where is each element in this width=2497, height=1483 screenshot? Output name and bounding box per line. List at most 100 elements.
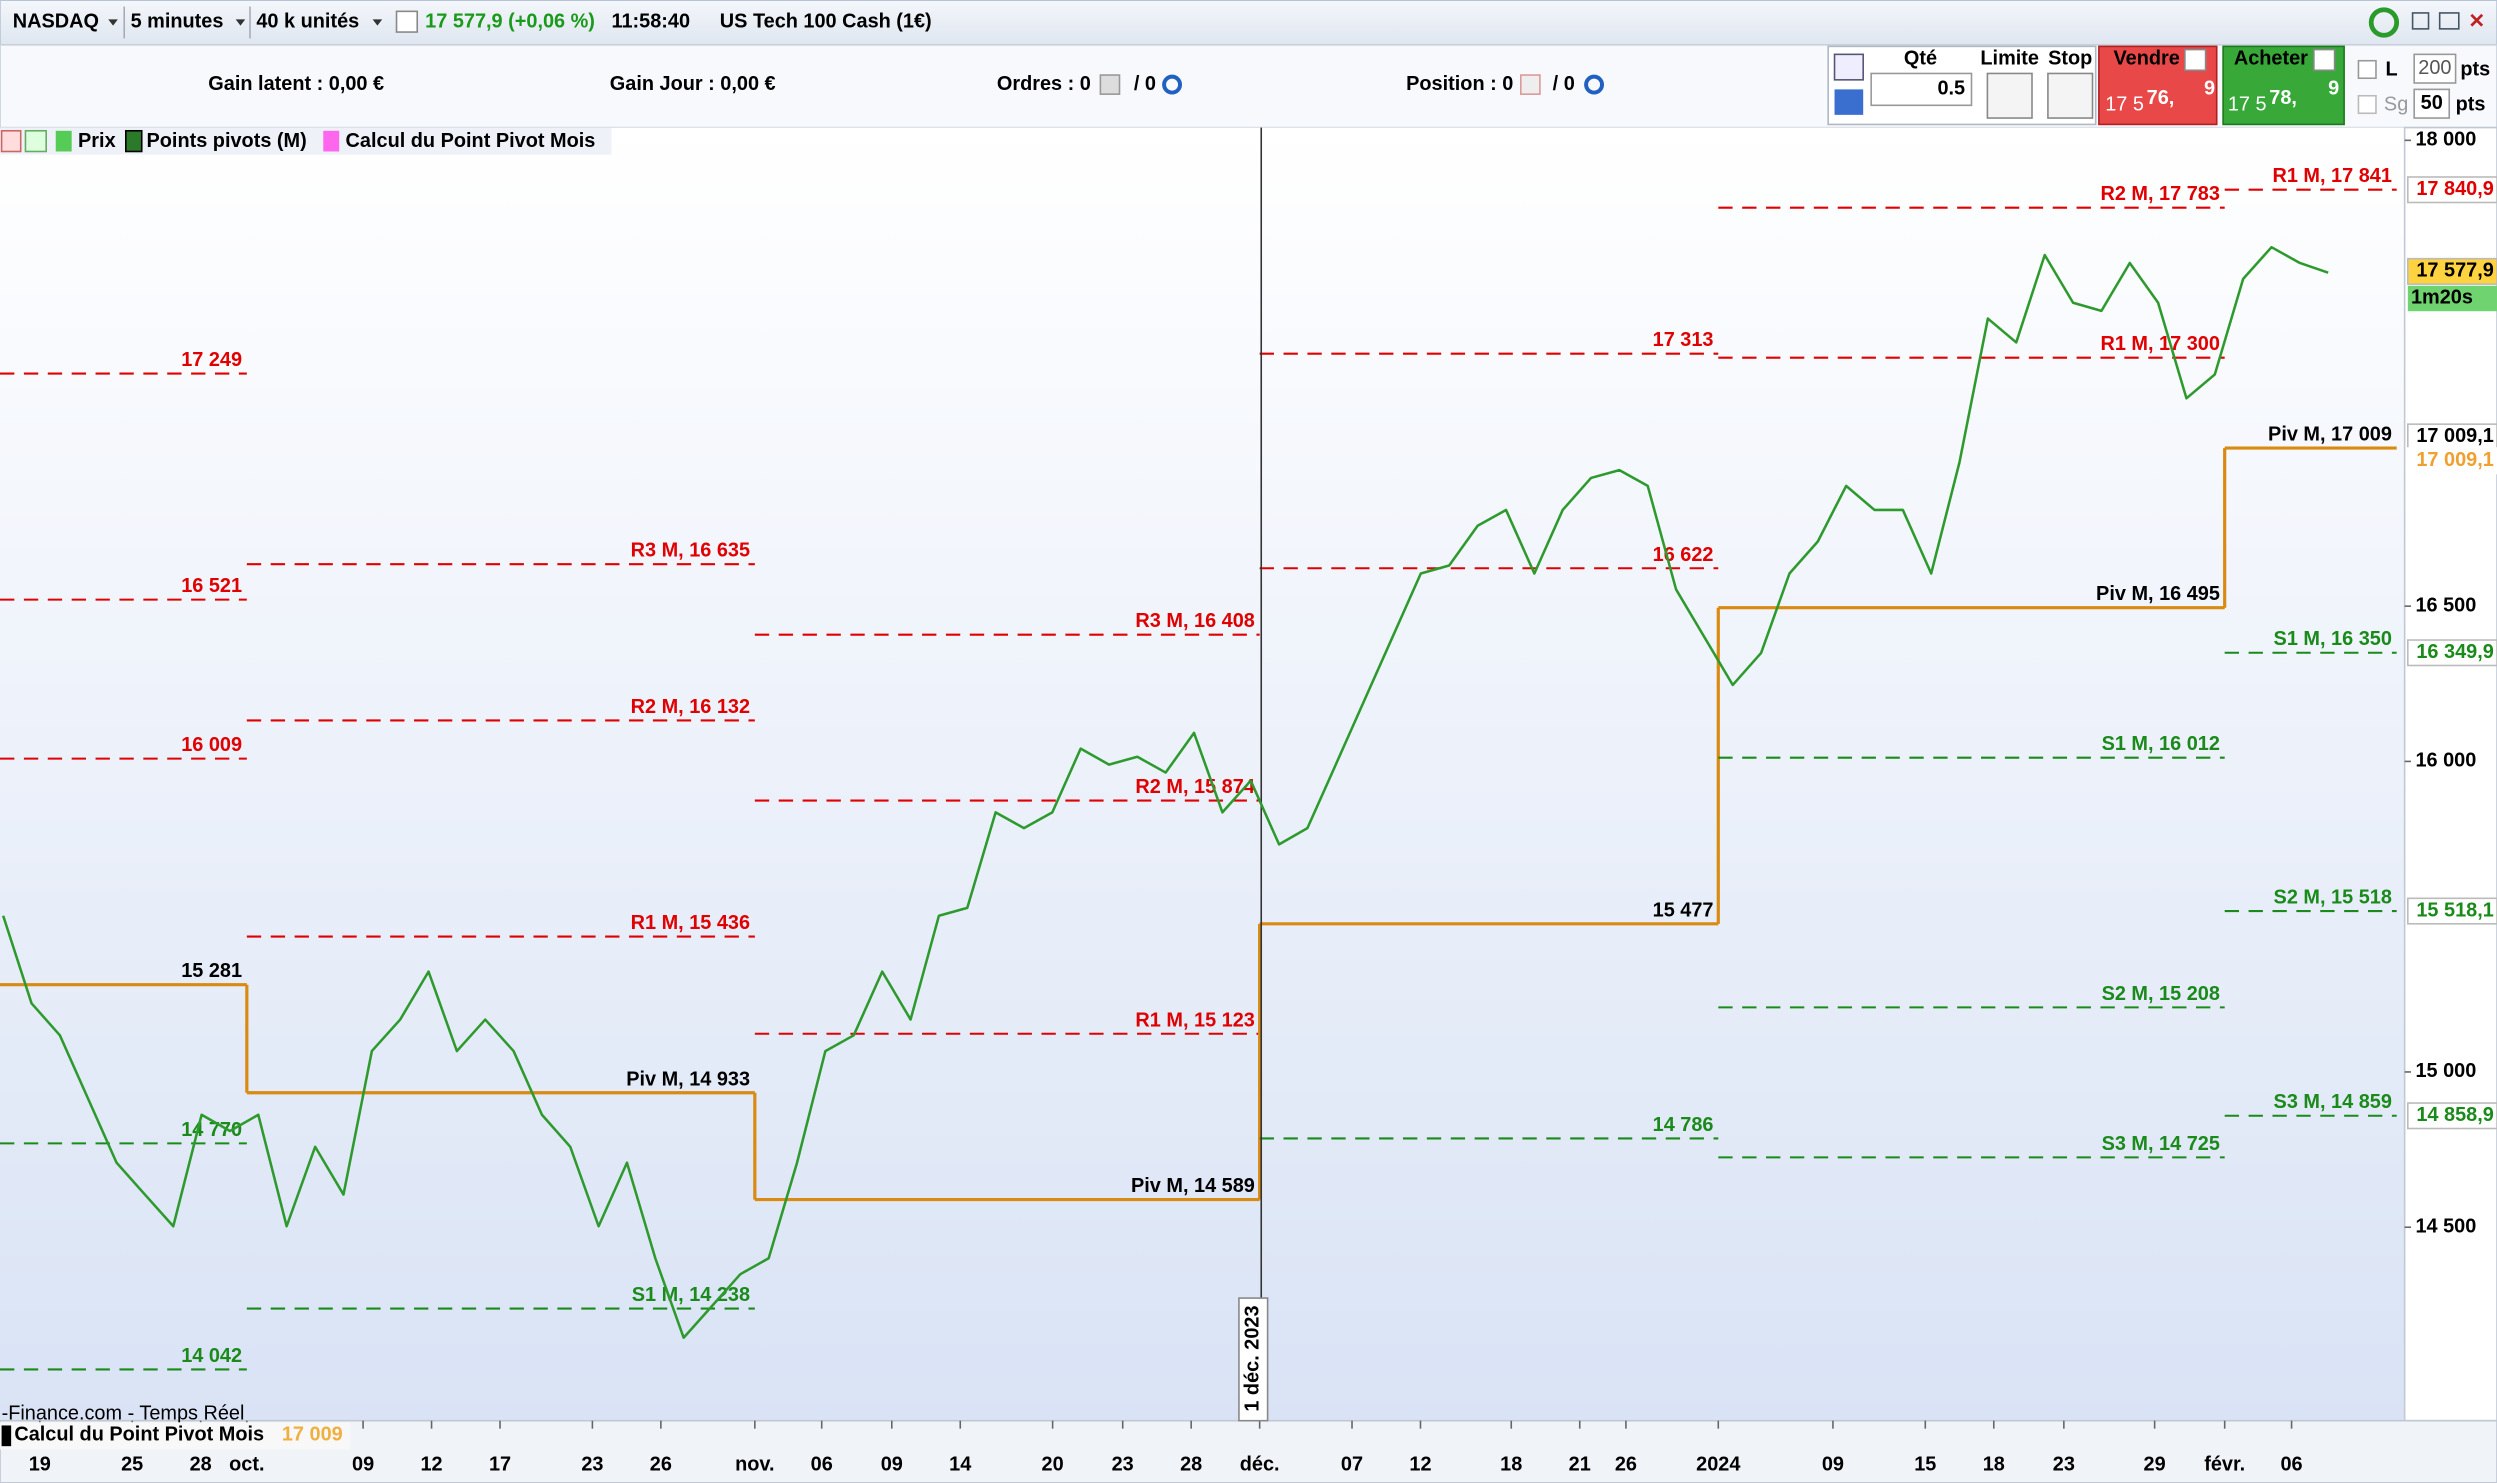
x-tick-label: 09 xyxy=(881,1454,903,1476)
sell-label[interactable]: Vendre xyxy=(2113,47,2179,69)
position-cancel-icon[interactable] xyxy=(1520,74,1541,95)
level-label: Piv M, 17 009 xyxy=(2268,424,2392,446)
legend-swatch xyxy=(1,1425,12,1447)
restore-button[interactable] xyxy=(2438,12,2460,30)
x-tick-label: 07 xyxy=(1341,1454,1363,1476)
time-axis xyxy=(0,1419,2497,1483)
level-label: S3 M, 14 725 xyxy=(2102,1133,2220,1155)
sg-value[interactable]: 50 xyxy=(2421,92,2443,114)
qty-input[interactable] xyxy=(1870,72,1973,107)
price-tag xyxy=(2407,897,2497,925)
close-button[interactable]: ✕ xyxy=(2468,11,2485,33)
keyboard-icon[interactable] xyxy=(1834,89,1864,115)
price-tag xyxy=(2407,423,2497,451)
x-tick-label: 23 xyxy=(581,1454,603,1476)
legend-bar xyxy=(0,127,612,155)
dropdown-arrow[interactable] xyxy=(108,19,118,26)
price-tag xyxy=(2407,1102,2497,1130)
level-label: 17 249 xyxy=(181,349,242,371)
l-value[interactable]: 200 xyxy=(2418,57,2451,79)
info-icon[interactable] xyxy=(2184,48,2207,72)
buy-label[interactable]: Acheter xyxy=(2234,47,2308,69)
price-tag-label: 16 349,9 xyxy=(2416,641,2493,663)
orders-cancel-icon[interactable] xyxy=(1099,74,1121,95)
bottom-legend-label: Calcul du Point Pivot Mois xyxy=(14,1423,264,1445)
sg-input[interactable] xyxy=(2413,88,2451,119)
price-tag xyxy=(2407,176,2497,204)
units[interactable]: 40 k unités xyxy=(256,11,359,33)
sg-label: Sg xyxy=(2384,94,2408,116)
timer-box xyxy=(2407,285,2497,312)
position-total[interactable]: / 0 xyxy=(1553,73,1575,95)
legend-item[interactable]: Calcul du Point Pivot Mois xyxy=(346,130,596,152)
settings-icon[interactable] xyxy=(1162,74,1183,95)
legend-icon[interactable] xyxy=(24,129,47,153)
l-unit: pts xyxy=(2460,59,2490,81)
timer: 1m20s xyxy=(2411,287,2473,309)
level-label: R3 M, 16 408 xyxy=(1135,610,1254,632)
x-tick-label: 15 xyxy=(1914,1454,1936,1476)
buy-suffix[interactable]: 9 xyxy=(2328,78,2339,100)
sell-main[interactable]: 76, xyxy=(2147,87,2175,109)
dropdown-arrow[interactable] xyxy=(372,19,383,26)
buy-prefix[interactable]: 17 5 xyxy=(2228,94,2267,116)
info-icon[interactable] xyxy=(2313,48,2336,72)
source: -Finance.com - Temps Réel xyxy=(2,1403,245,1425)
l-label: L xyxy=(2386,59,2398,81)
legend-swatch xyxy=(323,130,340,152)
sg-checkbox[interactable] xyxy=(2357,94,2377,115)
tool-icon[interactable] xyxy=(1833,53,1864,81)
price-tag-label: 17 840,9 xyxy=(2416,178,2493,200)
minimize-button[interactable] xyxy=(2411,12,2430,30)
x-tick-label: 26 xyxy=(1615,1454,1637,1476)
sync-icon[interactable] xyxy=(2368,7,2400,38)
l-input[interactable] xyxy=(2413,53,2457,84)
qty-value[interactable]: 0.5 xyxy=(1937,78,1965,100)
limit-button[interactable] xyxy=(1986,72,2033,119)
legend-item[interactable]: Points pivots (M) xyxy=(147,130,307,152)
legend-swatch xyxy=(125,129,143,153)
x-tick-label: 28 xyxy=(1180,1454,1202,1476)
y-tick-label: 18 000 xyxy=(2415,129,2476,151)
x-tick-label: 06 xyxy=(811,1454,833,1476)
instrument[interactable]: NASDAQ xyxy=(13,11,99,33)
price-tag-label: 14 858,9 xyxy=(2416,1104,2493,1126)
sell-prefix[interactable]: 17 5 xyxy=(2105,94,2144,116)
buy-main[interactable]: 78, xyxy=(2269,87,2297,109)
x-tick-label: 20 xyxy=(1042,1454,1064,1476)
limit-label: Limite xyxy=(1980,47,2039,69)
level-label: S1 M, 16 350 xyxy=(2274,628,2392,650)
legend-item[interactable]: Prix xyxy=(78,130,116,152)
quote: 17 577,9 (+0,06 %) xyxy=(425,11,595,33)
position[interactable]: Position : 0 xyxy=(1406,73,1513,95)
stop-button[interactable] xyxy=(2047,72,2094,119)
x-tick-label: 19 xyxy=(29,1454,51,1476)
x-tick-label: 29 xyxy=(2144,1454,2166,1476)
price-axis xyxy=(2403,126,2497,1422)
price-line xyxy=(1,245,2329,1339)
settings-icon[interactable] xyxy=(1584,74,1605,95)
info-icon[interactable] xyxy=(395,10,419,33)
price-tag-label: 17 577,9 xyxy=(2416,260,2493,282)
level-label: 16 009 xyxy=(181,734,242,756)
time: 11:58:40 xyxy=(612,11,691,33)
level-label: R2 M, 17 783 xyxy=(2100,183,2219,205)
l-checkbox[interactable] xyxy=(2357,59,2377,80)
x-tick-label: 09 xyxy=(1822,1454,1844,1476)
level-label: R2 M, 16 132 xyxy=(631,696,750,718)
orders-total[interactable]: / 0 xyxy=(1134,73,1156,95)
orders[interactable]: Ordres : 0 xyxy=(997,73,1091,95)
timeframe[interactable]: 5 minutes xyxy=(131,11,224,33)
level-label: Piv M, 14 933 xyxy=(626,1068,750,1090)
stop-label: Stop xyxy=(2048,47,2092,69)
x-tick-label: 12 xyxy=(420,1454,442,1476)
legend-icon[interactable] xyxy=(0,129,22,153)
price-tag-label: 17 009,1 xyxy=(2416,449,2493,471)
sell-suffix[interactable]: 9 xyxy=(2204,78,2215,100)
level-label: R3 M, 16 635 xyxy=(631,540,750,562)
level-label: R1 M, 17 300 xyxy=(2100,333,2219,355)
dropdown-arrow[interactable] xyxy=(235,19,246,26)
plot-area xyxy=(0,127,2405,1421)
